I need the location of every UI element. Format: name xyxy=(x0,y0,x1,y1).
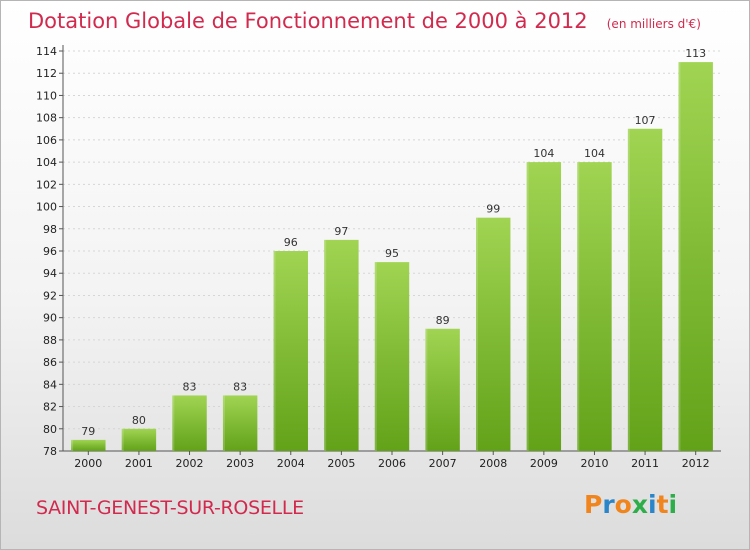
bar-2007 xyxy=(425,328,460,451)
x-tick-label-2012: 2012 xyxy=(682,457,710,470)
y-tick-label: 106 xyxy=(36,134,57,147)
y-tick-label: 82 xyxy=(43,401,57,414)
y-tick-label: 88 xyxy=(43,334,57,347)
bar-highlight xyxy=(71,439,74,451)
bar-2012 xyxy=(678,62,713,451)
y-tick-label: 84 xyxy=(43,378,57,391)
bar-highlight xyxy=(526,162,529,451)
bar-highlight xyxy=(172,395,175,451)
data-label-2001: 80 xyxy=(132,414,146,427)
bar-highlight xyxy=(627,128,630,451)
bar-highlight xyxy=(324,239,327,451)
x-tick-label-2004: 2004 xyxy=(277,457,305,470)
bars xyxy=(71,62,713,451)
y-tick-label: 100 xyxy=(36,201,57,214)
bar-2001 xyxy=(121,428,157,451)
bar-2002 xyxy=(172,395,207,451)
data-label-2006: 95 xyxy=(385,247,399,260)
commune-name: SAINT-GENEST-SUR-ROSELLE xyxy=(36,497,304,519)
bar-2006 xyxy=(374,262,410,451)
data-label-2011: 107 xyxy=(635,114,656,127)
bar-highlight xyxy=(425,328,428,451)
y-tick-label: 108 xyxy=(36,112,57,125)
bar-2005 xyxy=(324,239,359,451)
bar-2009 xyxy=(526,162,562,451)
x-tick-label-2010: 2010 xyxy=(580,457,608,470)
x-tick-label-2011: 2011 xyxy=(631,457,659,470)
logo-letter: t xyxy=(656,490,669,519)
data-label-2012: 113 xyxy=(685,47,706,60)
y-tick-label: 92 xyxy=(43,289,57,302)
y-tick-label: 86 xyxy=(43,356,57,369)
x-tick-label-2003: 2003 xyxy=(226,457,254,470)
y-tick-label: 96 xyxy=(43,245,57,258)
logo-letter: x xyxy=(631,490,648,519)
bar-2010 xyxy=(577,162,612,451)
y-tick-label: 110 xyxy=(36,89,57,102)
x-tick-label-2005: 2005 xyxy=(327,457,355,470)
data-label-2002: 83 xyxy=(183,380,197,393)
y-tick-label: 104 xyxy=(36,156,57,169)
logo-letter: i xyxy=(668,490,678,519)
x-tick-label-2009: 2009 xyxy=(530,457,558,470)
logo-letter: r xyxy=(602,490,615,519)
bar-highlight xyxy=(222,395,225,451)
logo-letter: o xyxy=(614,490,632,519)
bar-highlight xyxy=(678,62,681,451)
data-label-2003: 83 xyxy=(233,380,247,393)
bar-highlight xyxy=(577,162,580,451)
y-tick-label: 112 xyxy=(36,67,57,80)
bar-2003 xyxy=(222,395,258,451)
data-label-2007: 89 xyxy=(436,314,450,327)
y-tick-label: 94 xyxy=(43,267,57,280)
bar-2008 xyxy=(476,217,511,451)
bar-highlight xyxy=(374,262,377,451)
y-tick-label: 114 xyxy=(36,45,57,58)
data-label-2005: 97 xyxy=(334,225,348,238)
data-label-2010: 104 xyxy=(584,147,605,160)
data-label-2000: 79 xyxy=(81,425,95,438)
data-label-2009: 104 xyxy=(533,147,554,160)
bar-2004 xyxy=(273,251,308,451)
chart-title-text: Dotation Globale de Fonctionnement de 20… xyxy=(28,9,588,33)
proxiti-logo: Proxiti xyxy=(584,490,677,519)
x-tick-label-2000: 2000 xyxy=(74,457,102,470)
axes: 78 80 82 84 86 88 90 92 94 96 98 100 102 104 106 108 110… xyxy=(36,45,721,458)
data-label-2008: 99 xyxy=(486,203,500,216)
chart-title: Dotation Globale de Fonctionnement de 20… xyxy=(28,9,701,33)
bar-highlight xyxy=(476,217,479,451)
y-tick-label: 98 xyxy=(43,223,57,236)
logo-letter: P xyxy=(584,490,603,519)
bar-2011 xyxy=(627,128,663,451)
x-tick-label-2002: 2002 xyxy=(176,457,204,470)
labels: 79 2000 80 2001 83 2002 83 2003 96 2004 97 2005 95 20… xyxy=(74,47,709,470)
y-tick-label: 78 xyxy=(43,445,57,458)
data-label-2004: 96 xyxy=(284,236,298,249)
bar-highlight xyxy=(121,428,124,451)
y-tick-label: 80 xyxy=(43,423,57,436)
y-tick-label: 90 xyxy=(43,312,57,325)
y-tick-label: 102 xyxy=(36,178,57,191)
x-tick-label-2008: 2008 xyxy=(479,457,507,470)
x-tick-label-2006: 2006 xyxy=(378,457,406,470)
bar-2000 xyxy=(71,439,106,451)
logo-letter: i xyxy=(648,490,657,519)
x-tick-label-2001: 2001 xyxy=(125,457,153,470)
chart-unit-note: (en milliers d'€) xyxy=(606,17,701,31)
x-tick-label-2007: 2007 xyxy=(429,457,457,470)
bar-highlight xyxy=(273,251,276,451)
